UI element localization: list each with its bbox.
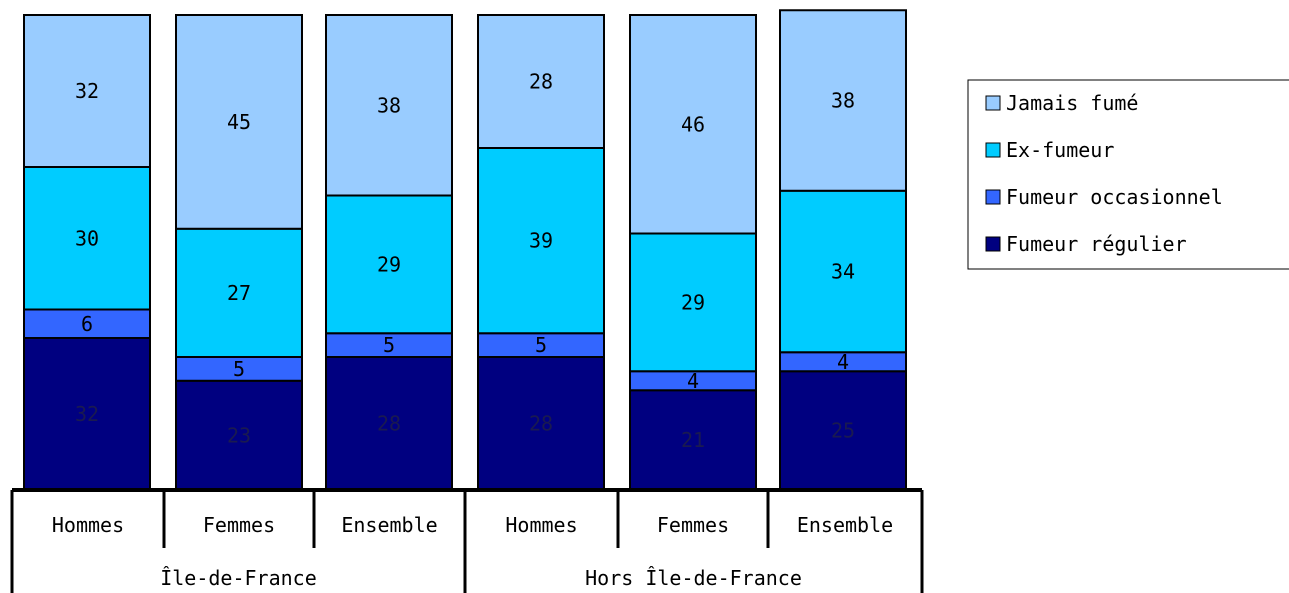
- bar-hors-ile-de-france-ensemble-fumeur-regulier-value-label: 25: [831, 419, 855, 443]
- bar-ile-de-france-ensemble-fumeur-regulier-value-label: 28: [377, 412, 401, 436]
- bar-ile-de-france-femmes-jamais-fume-value-label: 45: [227, 110, 251, 134]
- tick-label-ile-de-france-hommes: Hommes: [52, 513, 124, 537]
- bar-ile-de-france-femmes-fumeur-regulier-value-label: 23: [227, 423, 251, 447]
- bar-hors-ile-de-france-hommes-fumeur-occasionnel-value-label: 5: [535, 333, 547, 357]
- bar-hors-ile-de-france-femmes-fumeur-regulier-segment: [629, 389, 757, 491]
- bar-hors-ile-de-france-femmes-jamais-fume-segment: [629, 14, 757, 235]
- bar-ile-de-france-hommes-fumeur-occasionnel-value-label: 6: [81, 312, 93, 336]
- bar-ile-de-france-hommes-jamais-fume-segment: [23, 14, 151, 168]
- bar-hors-ile-de-france-hommes-fumeur-regulier-segment: [477, 356, 605, 491]
- bar-hors-ile-de-france-femmes-ex-fumeur-value-label: 29: [681, 290, 705, 314]
- bars-layer: 32 6 30 32 23 5 27 45 28 5 29 38 28 5 39 28 21 4 29 46 25 4 34…: [23, 9, 907, 491]
- bar-ile-de-france-ensemble-fumeur-regulier-segment: [325, 356, 453, 491]
- bar-ile-de-france-hommes-jamais-fume-value-label: 32: [75, 79, 99, 103]
- bar-ile-de-france-hommes-fumeur-regulier-value-label: 32: [75, 402, 99, 426]
- bar-ile-de-france-ensemble-fumeur-occasionnel-value-label: 5: [383, 333, 395, 357]
- bar-hors-ile-de-france-femmes-fumeur-occasionnel-value-label: 4: [687, 369, 699, 393]
- bar-ile-de-france-femmes-fumeur-occasionnel-value-label: 5: [233, 357, 245, 381]
- bar-hors-ile-de-france-hommes-jamais-fume-value-label: 28: [529, 70, 553, 94]
- bar-hors-ile-de-france-ensemble-jamais-fume-value-label: 38: [831, 89, 855, 113]
- tick-label-hors-ile-de-france-hommes: Hommes: [505, 513, 577, 537]
- bar-hors-ile-de-france-ensemble-fumeur-occasionnel-value-label: 4: [837, 350, 849, 374]
- legend-box: [967, 79, 1289, 270]
- bar-hors-ile-de-france-ensemble-jamais-fume-segment: [779, 9, 907, 192]
- group-label-ile-de-france: Île-de-France: [160, 566, 317, 590]
- bar-ile-de-france-ensemble-jamais-fume-segment: [325, 14, 453, 197]
- bar-hors-ile-de-france-hommes-ex-fumeur-value-label: 39: [529, 229, 553, 253]
- legend-swatch-fumeur-occasionnel: [985, 189, 1001, 205]
- bar-hors-ile-de-france-femmes-ex-fumeur-segment: [629, 232, 757, 373]
- bar-ile-de-france-ensemble-ex-fumeur-value-label: 29: [377, 252, 401, 276]
- bar-ile-de-france-femmes-ex-fumeur-segment: [175, 227, 303, 358]
- bar-hors-ile-de-france-ensemble-ex-fumeur-value-label: 34: [831, 260, 855, 284]
- legend-label-fumeur-regulier: Fumeur régulier: [1006, 232, 1187, 256]
- tick-label-hors-ile-de-france-ensemble: Ensemble: [797, 513, 893, 537]
- legend-label-fumeur-occasionnel: Fumeur occasionnel: [1006, 185, 1223, 209]
- bar-ile-de-france-femmes-jamais-fume-segment: [175, 14, 303, 230]
- bar-ile-de-france-ensemble-jamais-fume-value-label: 38: [377, 93, 401, 117]
- bar-hors-ile-de-france-ensemble-ex-fumeur-segment: [779, 189, 907, 354]
- bar-hors-ile-de-france-hommes-jamais-fume-segment: [477, 14, 605, 149]
- tick-label-ile-de-france-femmes: Femmes: [203, 513, 275, 537]
- bar-ile-de-france-hommes-fumeur-occasionnel-segment: [23, 308, 151, 339]
- bar-ile-de-france-femmes-ex-fumeur-value-label: 27: [227, 281, 251, 305]
- legend-swatch-ex-fumeur: [985, 142, 1001, 158]
- bar-hors-ile-de-france-femmes-jamais-fume-value-label: 46: [681, 112, 705, 136]
- bar-hors-ile-de-france-hommes-ex-fumeur-segment: [477, 147, 605, 335]
- tick-label-ile-de-france-ensemble: Ensemble: [341, 513, 437, 537]
- bar-hors-ile-de-france-hommes-fumeur-regulier-value-label: 28: [529, 412, 553, 436]
- bar-hors-ile-de-france-femmes-fumeur-regulier-value-label: 21: [681, 428, 705, 452]
- group-label-hors-ile-de-france: Hors Île-de-France: [585, 566, 802, 590]
- bar-ile-de-france-hommes-fumeur-regulier-segment: [23, 337, 151, 491]
- legend-label-jamais-fume: Jamais fumé: [1006, 91, 1138, 115]
- tick-label-hors-ile-de-france-femmes: Femmes: [657, 513, 729, 537]
- legend-swatch-fumeur-regulier: [985, 236, 1001, 252]
- category-axis-table: Hommes Femmes Ensemble Hommes Femmes Ensemble…: [10, 488, 924, 593]
- legend-label-ex-fumeur: Ex-fumeur: [1006, 138, 1114, 162]
- bar-hors-ile-de-france-ensemble-fumeur-regulier-segment: [779, 370, 907, 491]
- bar-ile-de-france-ensemble-ex-fumeur-segment: [325, 194, 453, 335]
- legend: Jamais fumé Ex-fumeur Fumeur occasionnel Fu…: [967, 79, 1289, 270]
- legend-swatch-jamais-fume: [985, 95, 1001, 111]
- bar-ile-de-france-hommes-ex-fumeur-value-label: 30: [75, 226, 99, 250]
